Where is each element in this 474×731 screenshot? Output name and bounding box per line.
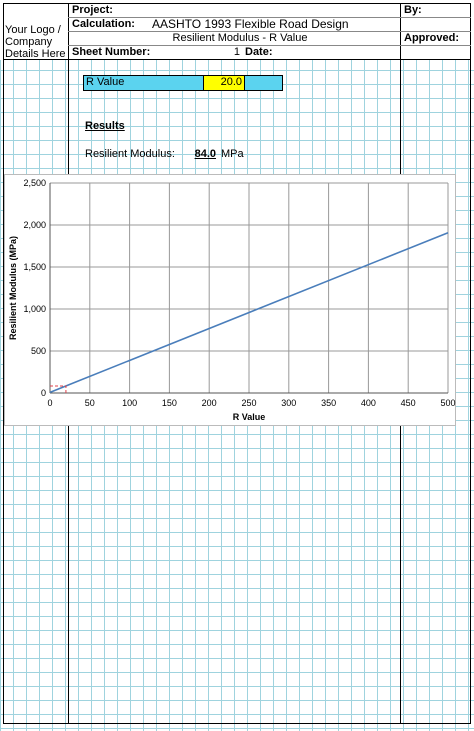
y-axis-title: Resilient Modulus (MPa) [8,236,18,340]
border [3,3,471,4]
x-tick-label: 450 [401,398,416,408]
x-tick-label: 300 [281,398,296,408]
border [470,3,471,724]
input-value[interactable]: 20.0 [203,76,245,90]
results-title: Results [85,120,125,132]
label: Date: [245,46,273,58]
x-tick-label: 0 [47,398,52,408]
chart: 0 500 1,000 1,500 2,000 2,500 0 50 100 150 200 250 3… [4,174,456,426]
y-tick-label: 0 [41,388,46,398]
sheet-number: 1 [233,46,240,58]
label: Calculation: [72,18,135,30]
result-label: Resilient Modulus: [85,148,175,160]
calculation: AASHTO 1993 Flexible Road Design [152,17,349,31]
series-line [50,385,67,393]
chart-frame [4,174,456,426]
x-tick-label: 200 [202,398,217,408]
x-tick-label: 50 [85,398,95,408]
header-bg [0,0,474,60]
logo-text: Your Logo / Company Details Here [5,24,66,60]
x-tick-label: 350 [321,398,336,408]
input-label: R Value [86,76,125,88]
series-line [49,231,449,394]
x-tick-label: 100 [122,398,137,408]
y-tick-label: 500 [31,346,46,356]
y-tick-label: 2,500 [23,178,46,188]
y-tick-label: 1,000 [23,304,46,314]
y-tick-label: 2,000 [23,220,46,230]
y-tick-label: 1,500 [23,262,46,272]
x-axis-title: R Value [233,412,266,422]
label: Approved: [404,32,459,44]
border [68,17,471,18]
border [68,31,471,32]
label: Sheet Number: [72,46,151,58]
border [3,59,471,60]
result-unit: MPa [221,148,244,160]
label: By: [404,4,422,16]
x-tick-label: 250 [241,398,256,408]
result-value: 84.0 [194,148,216,160]
x-tick-label: 500 [440,398,455,408]
border [3,3,4,724]
border [3,723,471,724]
x-tick-label: 400 [361,398,376,408]
x-tick-label: 150 [162,398,177,408]
label: Project: [72,4,113,16]
subtitle: Resilient Modulus - R Value [172,32,308,44]
border [68,45,471,46]
